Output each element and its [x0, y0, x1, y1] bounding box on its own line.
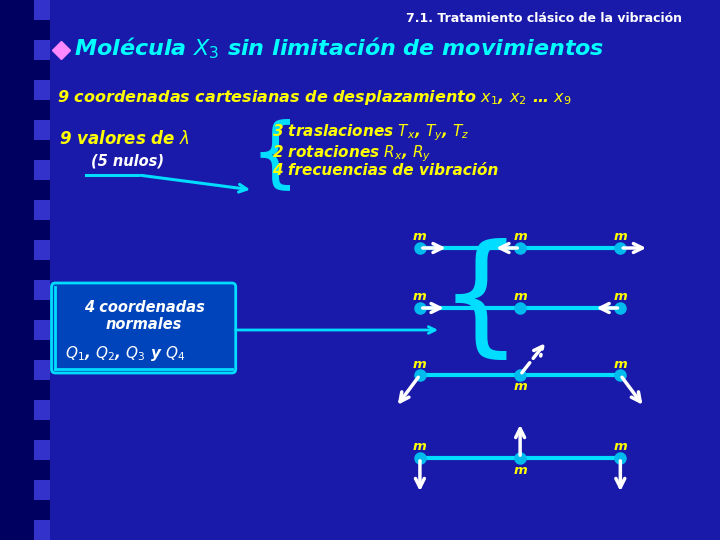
FancyBboxPatch shape: [35, 60, 50, 80]
Text: m: m: [613, 231, 627, 244]
FancyBboxPatch shape: [35, 440, 50, 460]
FancyBboxPatch shape: [35, 520, 50, 540]
Text: m: m: [413, 357, 427, 370]
FancyBboxPatch shape: [35, 20, 50, 40]
FancyBboxPatch shape: [35, 0, 50, 20]
FancyBboxPatch shape: [35, 320, 50, 340]
Text: Molécula $X_3$ sin limitación de movimientos: Molécula $X_3$ sin limitación de movimie…: [74, 35, 605, 60]
FancyBboxPatch shape: [35, 80, 50, 100]
FancyBboxPatch shape: [35, 400, 50, 420]
FancyBboxPatch shape: [35, 460, 50, 480]
Text: m: m: [513, 381, 527, 394]
FancyBboxPatch shape: [35, 480, 50, 500]
FancyBboxPatch shape: [35, 420, 50, 440]
Text: 4 frecuencias de vibración: 4 frecuencias de vibración: [272, 163, 498, 178]
Text: 9 coordenadas cartesianas de desplazamiento $x_1$, $x_2$ … $x_9$: 9 coordenadas cartesianas de desplazamie…: [58, 88, 572, 107]
Text: m: m: [513, 463, 527, 476]
FancyBboxPatch shape: [35, 140, 50, 160]
FancyBboxPatch shape: [35, 100, 50, 120]
FancyBboxPatch shape: [35, 200, 50, 220]
Text: m: m: [513, 231, 527, 244]
Text: m: m: [413, 231, 427, 244]
FancyBboxPatch shape: [35, 260, 50, 280]
Text: {: {: [251, 118, 300, 192]
Text: {: {: [439, 238, 523, 365]
Text: 7.1. Tratamiento clásico de la vibración: 7.1. Tratamiento clásico de la vibración: [406, 12, 683, 25]
Text: 2 rotaciones $R_x$, $R_y$: 2 rotaciones $R_x$, $R_y$: [272, 143, 431, 164]
Text: $Q_1$, $Q_2$, $Q_3$ y $Q_4$: $Q_1$, $Q_2$, $Q_3$ y $Q_4$: [65, 344, 186, 363]
Text: m: m: [613, 291, 627, 303]
Text: m: m: [413, 291, 427, 303]
FancyBboxPatch shape: [35, 220, 50, 240]
FancyBboxPatch shape: [35, 160, 50, 180]
Text: 4 coordenadas
normales: 4 coordenadas normales: [84, 300, 204, 333]
FancyBboxPatch shape: [35, 500, 50, 520]
FancyBboxPatch shape: [35, 120, 50, 140]
Text: 9 valores de $\lambda$: 9 valores de $\lambda$: [59, 130, 190, 148]
FancyBboxPatch shape: [35, 300, 50, 320]
FancyBboxPatch shape: [35, 340, 50, 360]
FancyBboxPatch shape: [35, 280, 50, 300]
Text: m: m: [413, 441, 427, 454]
FancyBboxPatch shape: [35, 380, 50, 400]
Text: (5 nulos): (5 nulos): [91, 153, 163, 168]
FancyBboxPatch shape: [35, 360, 50, 380]
Text: m: m: [613, 357, 627, 370]
FancyBboxPatch shape: [52, 283, 235, 373]
FancyBboxPatch shape: [35, 240, 50, 260]
Text: m: m: [513, 291, 527, 303]
FancyBboxPatch shape: [0, 0, 50, 540]
FancyBboxPatch shape: [35, 180, 50, 200]
FancyBboxPatch shape: [35, 40, 50, 60]
Text: m: m: [613, 441, 627, 454]
Text: 3 traslaciones $T_x$, $T_y$, $T_z$: 3 traslaciones $T_x$, $T_y$, $T_z$: [272, 122, 469, 143]
